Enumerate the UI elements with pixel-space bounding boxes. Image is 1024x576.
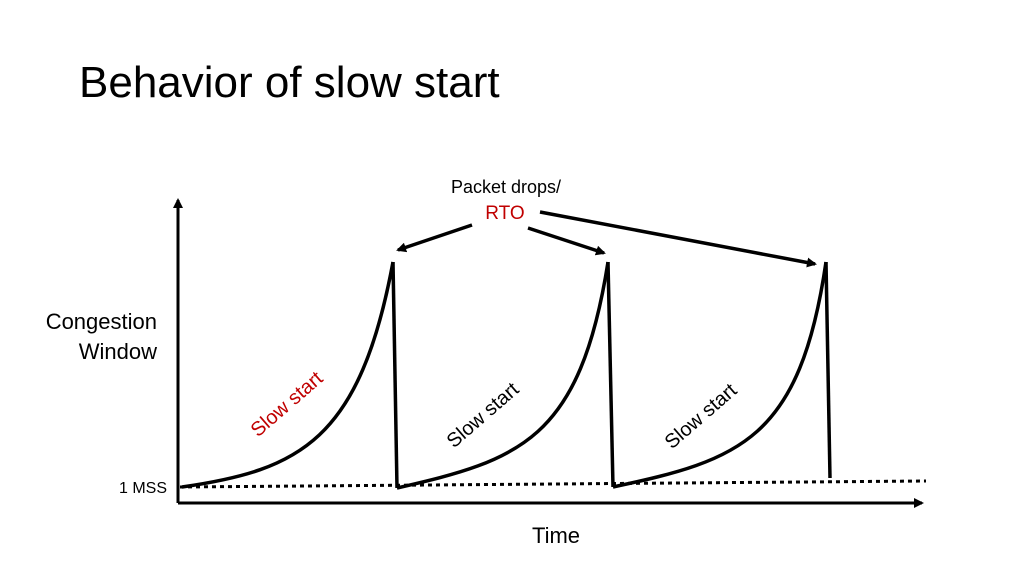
phase-label-2: Slow start [443,378,524,452]
x-axis-label: Time [532,523,580,548]
drop-line-2 [606,261,615,488]
annotation-arrow-2 [527,226,606,256]
slow-start-curve-1 [181,261,395,489]
annotation-rto: RTO [485,203,524,224]
slow-start-curve-2 [396,261,610,490]
annotation-arrow-3 [539,210,817,268]
phase-label-3: Slow start [661,379,742,453]
slide-title: Behavior of slow start [79,58,500,107]
y-axis-label-line-2: Window [79,339,157,364]
baseline-1-mss [179,479,927,489]
drop-line-1 [391,261,399,489]
drop-line-3 [824,261,832,479]
phase-label-1: Slow start [247,367,328,441]
annotation-arrow-1 [396,223,473,253]
slow-start-curve-3 [612,261,828,489]
y-axis-label-line-1: Congestion [46,309,157,334]
baseline-label: 1 MSS [119,480,167,497]
annotation-packet-drops: Packet drops/ [451,177,561,197]
